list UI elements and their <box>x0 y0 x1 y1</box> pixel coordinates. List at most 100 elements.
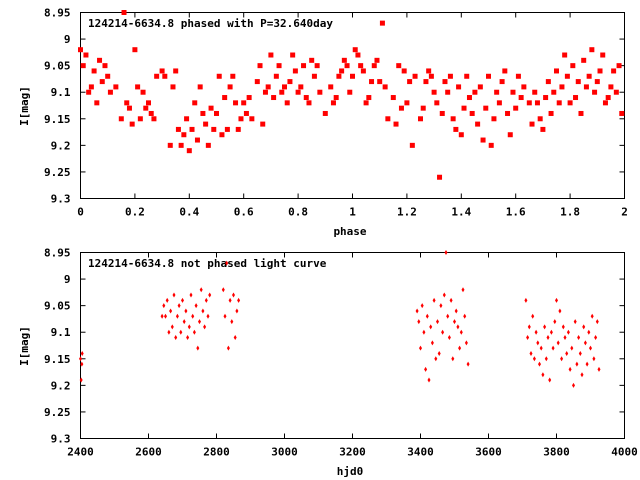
data-point <box>566 329 570 335</box>
data-point <box>260 121 266 127</box>
data-point <box>589 345 592 351</box>
data-point <box>179 329 183 335</box>
data-point <box>419 345 422 351</box>
data-point <box>592 89 598 95</box>
data-point <box>425 313 429 319</box>
data-point <box>491 116 497 122</box>
data-point <box>502 68 508 74</box>
data-point <box>196 345 200 351</box>
data-point <box>311 73 317 79</box>
x-tick-label: 1 <box>349 206 356 219</box>
data-point <box>208 292 212 298</box>
data-point <box>507 132 513 138</box>
y-tick-label: 9.3 <box>51 193 71 206</box>
data-point <box>559 84 565 90</box>
data-point <box>486 73 491 79</box>
data-point <box>581 57 587 63</box>
data-point <box>527 324 531 330</box>
data-point <box>238 116 244 122</box>
data-point <box>555 297 558 303</box>
data-point <box>442 292 446 298</box>
data-point <box>221 287 225 293</box>
data-point <box>204 297 208 303</box>
data-point <box>439 303 443 309</box>
data-points <box>78 10 625 180</box>
data-point <box>434 100 440 106</box>
data-point <box>328 84 334 90</box>
data-point <box>589 47 595 53</box>
data-point <box>135 84 141 90</box>
data-point <box>162 73 168 79</box>
data-point <box>494 89 500 95</box>
data-point <box>590 313 594 319</box>
data-point <box>254 79 260 85</box>
data-point <box>461 287 465 293</box>
data-point <box>233 335 237 341</box>
data-point <box>469 110 475 116</box>
data-point <box>461 105 467 111</box>
data-point <box>164 313 167 319</box>
data-point <box>192 329 196 335</box>
data-point <box>167 329 171 335</box>
data-point <box>295 89 301 95</box>
data-point <box>371 63 377 69</box>
data-point <box>595 319 599 325</box>
data-point <box>415 308 419 314</box>
data-point <box>284 100 290 106</box>
x-tick-label: 3400 <box>407 446 434 459</box>
data-point <box>568 366 572 372</box>
data-point <box>97 57 103 63</box>
data-point <box>472 89 478 95</box>
data-point <box>160 313 164 319</box>
data-point <box>450 116 456 122</box>
data-point <box>350 73 355 79</box>
data-point <box>562 52 568 58</box>
data-point <box>298 84 304 90</box>
data-point <box>477 84 483 90</box>
data-point <box>464 73 470 79</box>
x-tick-label: 0.6 <box>234 206 254 219</box>
data-point <box>235 308 239 314</box>
data-point <box>546 335 550 341</box>
y-tick-label: 8.95 <box>44 7 71 20</box>
data-point <box>197 84 203 90</box>
data-point <box>453 319 456 325</box>
data-point <box>578 110 584 116</box>
y-axis-label: I[mag] <box>18 326 31 366</box>
data-point <box>545 79 551 85</box>
data-point <box>518 95 524 101</box>
data-point <box>314 63 320 69</box>
y-tick-label: 9.05 <box>44 300 71 313</box>
data-point <box>582 324 586 330</box>
data-point <box>396 63 402 69</box>
y-tick-label: 9.1 <box>51 86 71 99</box>
data-point <box>585 361 589 367</box>
data-point <box>191 313 195 319</box>
data-point <box>436 319 439 325</box>
data-point <box>79 356 82 362</box>
data-point <box>407 79 413 85</box>
data-point <box>401 68 407 74</box>
data-point <box>404 100 410 106</box>
data-point <box>458 345 462 351</box>
x-tick-label: 2 <box>621 206 628 219</box>
x-tick-label: 4000 <box>611 446 638 459</box>
y-tick-label: 9.2 <box>51 139 71 152</box>
data-point <box>363 100 369 106</box>
data-point <box>560 356 564 362</box>
data-point <box>169 308 173 314</box>
data-point <box>510 89 516 95</box>
data-point <box>225 260 229 266</box>
data-point <box>206 313 210 319</box>
phased-light-curve-panel: 124214-6634.8 phased with P=32.640day ph… <box>18 7 628 239</box>
data-point <box>459 329 463 335</box>
data-point <box>249 116 255 122</box>
data-point <box>580 372 584 378</box>
x-tick-label: 3800 <box>543 446 570 459</box>
y-tick-label: 9.05 <box>44 60 71 73</box>
data-point <box>605 95 611 101</box>
data-point <box>556 100 562 106</box>
data-point <box>573 319 577 325</box>
data-point <box>276 63 282 69</box>
data-point <box>531 313 535 319</box>
